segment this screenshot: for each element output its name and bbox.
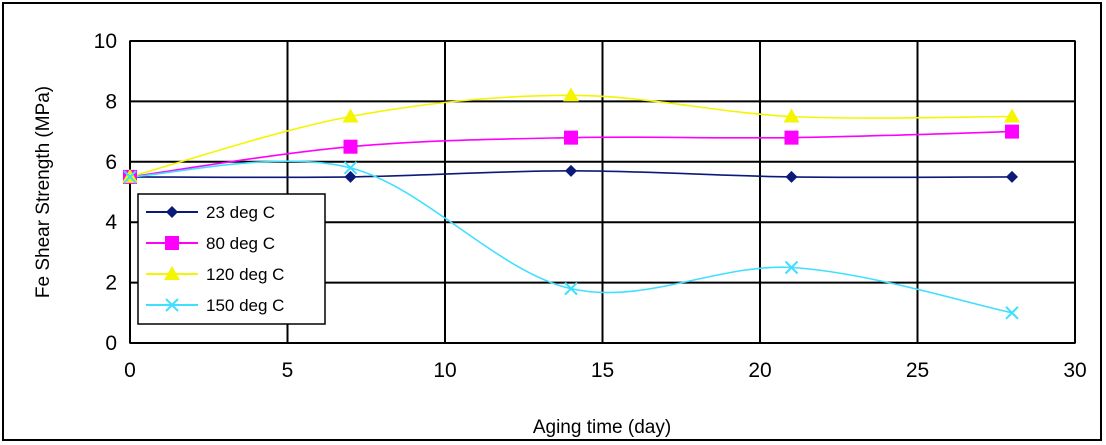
data-point-3 bbox=[123, 170, 137, 184]
legend-label: 23 deg C bbox=[206, 203, 275, 222]
legend-marker bbox=[164, 266, 180, 280]
x-tick-label: 10 bbox=[433, 359, 456, 382]
x-tick-label: 15 bbox=[591, 359, 614, 382]
data-point-0 bbox=[785, 170, 798, 183]
axes: 0 2 4 6 8 10 0 5 10 15 20 25 30 bbox=[94, 30, 1087, 382]
data-point-0 bbox=[344, 170, 357, 183]
x-tick-label: 30 bbox=[1063, 359, 1086, 382]
y-tick-label: 2 bbox=[105, 272, 117, 295]
data-point-3-stroke bbox=[564, 281, 578, 296]
data-point-0 bbox=[565, 164, 577, 177]
legend-marker-stroke bbox=[165, 298, 179, 312]
legend: 23 deg C 80 deg C 120 deg C 150 deg C bbox=[137, 193, 326, 325]
y-tick-label: 0 bbox=[105, 332, 117, 355]
data-point-3-stroke bbox=[343, 161, 358, 175]
legend-marker bbox=[165, 236, 179, 250]
data-point-1 bbox=[564, 130, 578, 145]
data-point-3 bbox=[343, 161, 358, 175]
x-tick-label: 0 bbox=[124, 359, 136, 382]
y-tick-label: 10 bbox=[94, 30, 117, 53]
data-point-3 bbox=[784, 260, 799, 275]
data-point-3 bbox=[564, 281, 578, 296]
data-point-0 bbox=[1006, 170, 1018, 183]
x-tick-label: 20 bbox=[748, 359, 771, 382]
data-point-3-stroke bbox=[784, 260, 799, 275]
data-point-2 bbox=[783, 108, 800, 123]
y-tick-label: 4 bbox=[105, 211, 117, 234]
legend-marker bbox=[165, 298, 179, 312]
data-point-3 bbox=[1005, 306, 1019, 320]
x-tick-label: 25 bbox=[906, 359, 929, 382]
data-point-2 bbox=[563, 87, 579, 102]
y-tick-label: 6 bbox=[105, 151, 117, 174]
x-axis-title: Aging time (day) bbox=[533, 417, 671, 438]
legend-label: 150 deg C bbox=[206, 296, 284, 315]
legend-label: 120 deg C bbox=[206, 265, 284, 284]
legend-marker bbox=[166, 206, 178, 218]
data-point-1 bbox=[1005, 124, 1019, 139]
data-point-3-stroke bbox=[123, 170, 137, 184]
x-tick-label: 5 bbox=[282, 359, 294, 382]
y-tick-label: 8 bbox=[105, 90, 117, 113]
y-axis-title: Fe Shear Strength (MPa) bbox=[33, 86, 54, 298]
data-point-1 bbox=[784, 130, 799, 145]
series-markers bbox=[122, 87, 1020, 320]
data-point-3-stroke bbox=[1005, 306, 1019, 320]
legend-label: 80 deg C bbox=[206, 234, 275, 253]
data-point-1 bbox=[343, 139, 358, 154]
data-point-2 bbox=[342, 108, 359, 123]
data-point-2 bbox=[1004, 108, 1020, 123]
